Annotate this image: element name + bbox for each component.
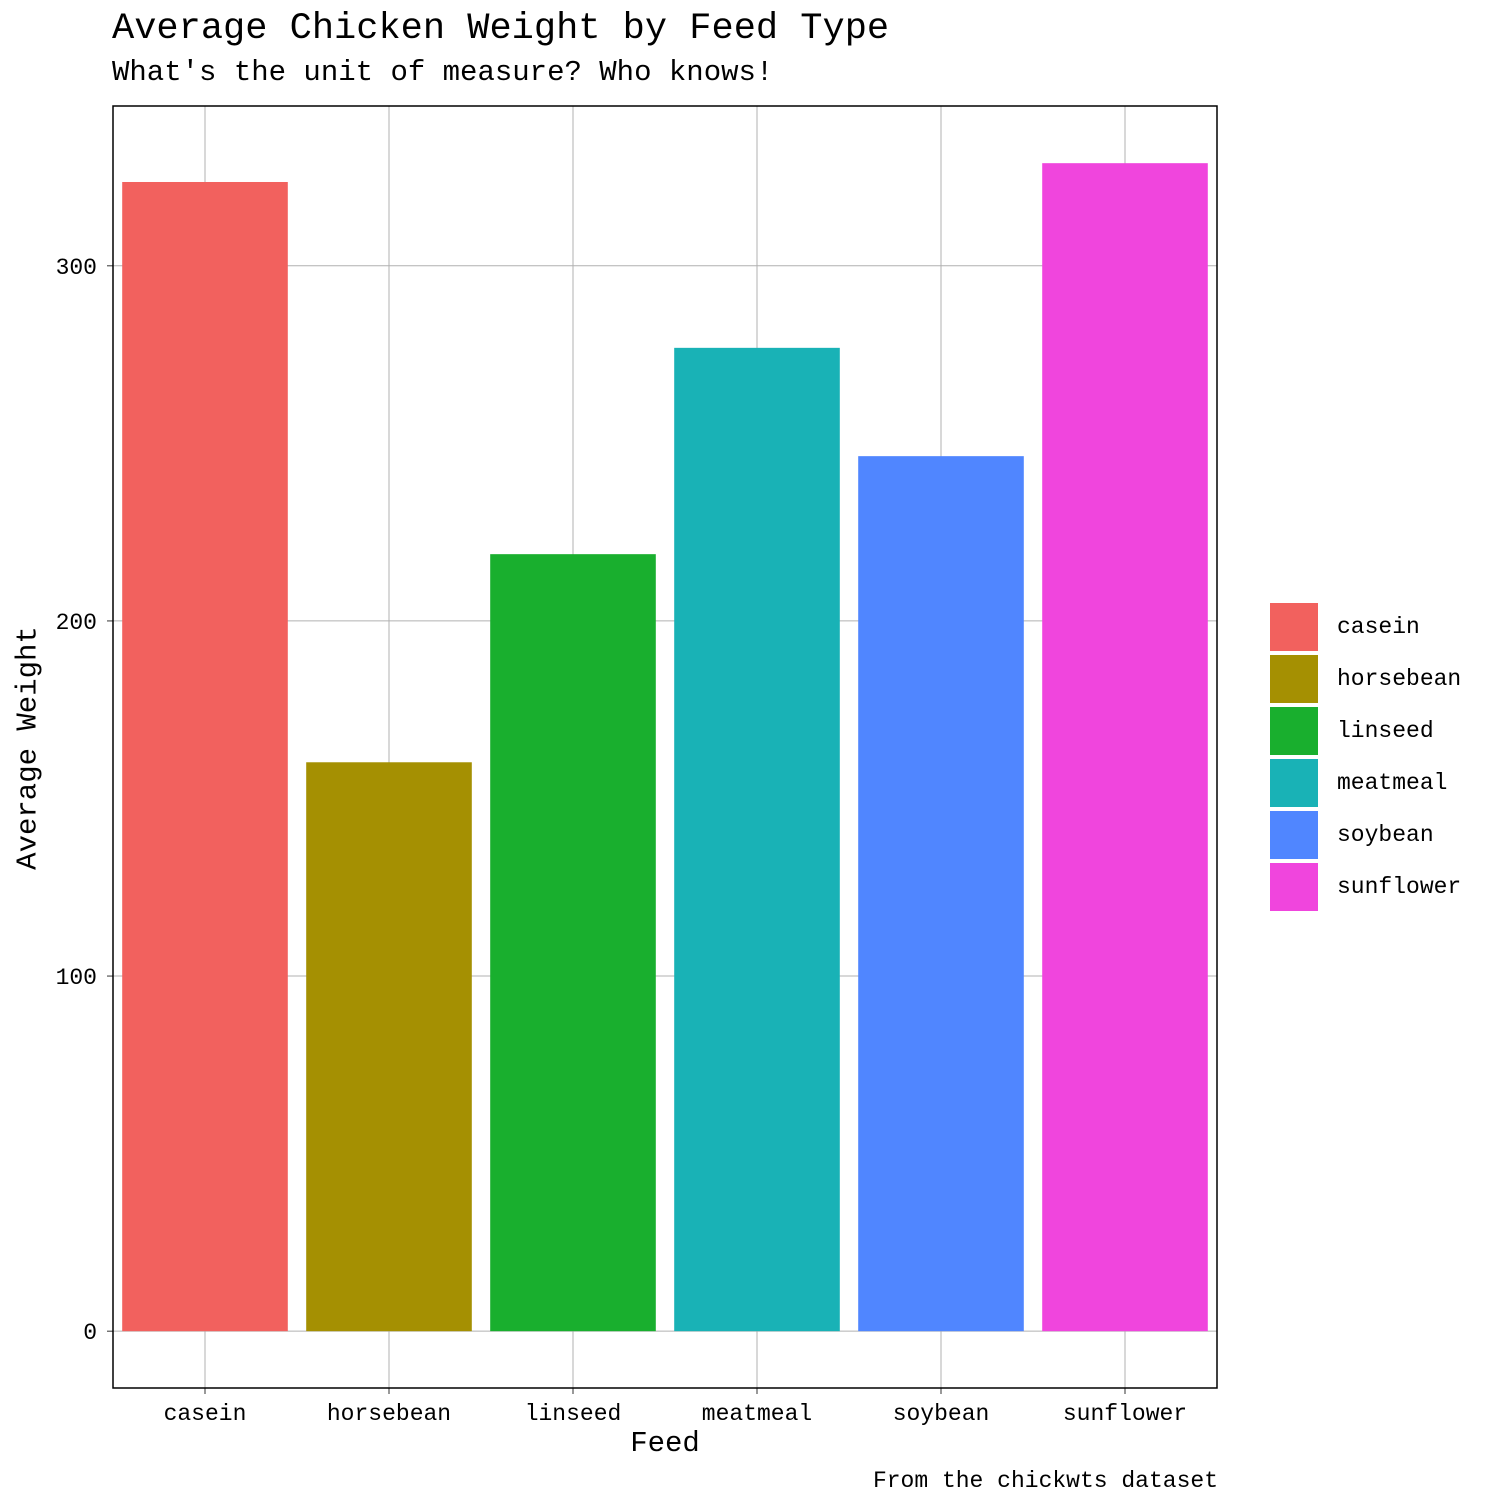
legend-key <box>1270 655 1318 703</box>
x-tick-label: linseed <box>525 1401 622 1427</box>
legend-label: soybean <box>1337 822 1434 848</box>
y-axis-label: Average Weight <box>11 626 45 870</box>
bar-sunflower <box>1042 163 1208 1332</box>
legend: casein horsebean linseed meatmeal soybean sun… <box>1270 601 1461 913</box>
legend-label: meatmeal <box>1337 770 1448 796</box>
legend-key <box>1270 759 1318 807</box>
legend-item: meatmeal <box>1270 757 1461 809</box>
plot-border <box>112 105 1218 1389</box>
legend-item: sunflower <box>1270 861 1461 913</box>
bar-casein <box>122 181 288 1332</box>
legend-key <box>1270 603 1318 651</box>
y-tick-label: 300 <box>56 255 97 281</box>
legend-label: sunflower <box>1337 874 1462 900</box>
legend-item: linseed <box>1270 705 1461 757</box>
bar-meatmeal <box>674 347 840 1332</box>
x-tick-label: meatmeal <box>702 1401 812 1427</box>
y-tick-label: 200 <box>56 610 97 636</box>
legend-item: soybean <box>1270 809 1461 861</box>
legend-item: casein <box>1270 601 1461 653</box>
legend-label: casein <box>1337 614 1420 640</box>
x-tick-label: casein <box>164 1401 247 1427</box>
chart-caption: From the chickwts dataset <box>872 1468 1218 1494</box>
bar-horsebean <box>306 762 472 1332</box>
x-tick-label: soybean <box>893 1401 990 1427</box>
x-tick-label: sunflower <box>1063 1401 1187 1427</box>
plot-background <box>113 106 1217 1388</box>
legend-label: horsebean <box>1337 666 1462 692</box>
y-tick-label: 0 <box>83 1320 97 1346</box>
chart-title: Average Chicken Weight by Feed Type <box>112 8 890 50</box>
bar-soybean <box>858 456 1024 1332</box>
legend-key <box>1270 707 1318 755</box>
x-tick-label: horsebean <box>327 1401 451 1427</box>
legend-label: linseed <box>1337 718 1434 744</box>
y-tick-label: 100 <box>56 965 97 991</box>
legend-key <box>1270 811 1318 859</box>
legend-key <box>1270 863 1318 911</box>
legend-item: horsebean <box>1270 653 1461 705</box>
chart-subtitle: What's the unit of measure? Who knows! <box>112 56 774 89</box>
bar-linseed <box>490 554 656 1332</box>
x-axis-label: Feed <box>630 1427 700 1460</box>
